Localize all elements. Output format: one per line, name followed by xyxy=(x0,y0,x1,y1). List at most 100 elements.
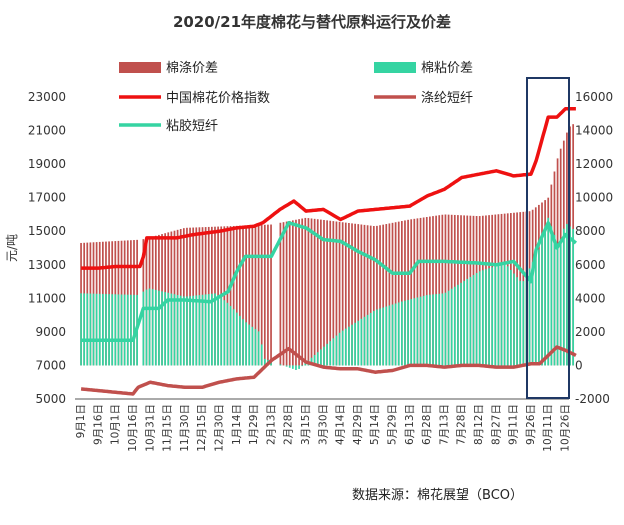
y-left-tick-label: 19000 xyxy=(28,157,66,171)
legend-swatch-cotton-polyester xyxy=(119,62,161,73)
y-right-tick-label: 4000 xyxy=(575,291,606,305)
bar-cotton-polyester xyxy=(242,225,244,366)
bar-cotton-viscose xyxy=(497,265,500,366)
x-tick-label: 5月14日 xyxy=(369,404,381,445)
bar-cotton-viscose xyxy=(257,331,260,366)
bar-cotton-polyester xyxy=(298,219,300,366)
bar-cotton-viscose xyxy=(89,293,92,366)
bar-cotton-viscose xyxy=(304,363,307,366)
x-tick-label: 12月15日 xyxy=(196,404,208,452)
bar-cotton-viscose xyxy=(108,294,110,366)
legend: 棉涤价差 棉粘价差 中国棉花价格指数 涤纶短纤 粘胶短纤 xyxy=(119,61,473,134)
bar-cotton-viscose xyxy=(235,312,238,366)
bar-cotton-polyester xyxy=(279,222,282,366)
bar-cotton-viscose xyxy=(310,357,313,366)
bar-cotton-viscose xyxy=(248,324,251,366)
bar-cotton-viscose xyxy=(450,288,453,366)
bar-cotton-viscose xyxy=(170,293,173,366)
bar-cotton-viscose xyxy=(189,296,191,366)
bar-cotton-polyester xyxy=(235,225,238,366)
bar-cotton-polyester xyxy=(438,215,441,366)
y-right-tick-label: 2000 xyxy=(575,325,606,339)
bar-cotton-polyester xyxy=(341,222,344,366)
bar-cotton-viscose xyxy=(463,280,466,366)
bar-cotton-viscose xyxy=(394,303,397,366)
bar-cotton-viscose xyxy=(123,294,126,366)
bar-cotton-viscose xyxy=(488,268,490,366)
bar-cotton-polyester xyxy=(323,219,325,366)
bar-cotton-viscose xyxy=(320,349,322,366)
bar-cotton-viscose xyxy=(469,276,472,366)
bar-cotton-viscose xyxy=(485,269,487,366)
bar-cotton-viscose xyxy=(397,302,400,366)
bar-cotton-polyester xyxy=(354,223,356,366)
legend-swatch-cotton-viscose xyxy=(374,62,416,73)
bar-cotton-viscose xyxy=(232,309,235,366)
y-axis-title: 元/吨 xyxy=(5,234,19,262)
bar-cotton-viscose xyxy=(348,326,350,366)
bar-cotton-viscose xyxy=(335,335,338,366)
bar-cotton-viscose xyxy=(572,228,575,366)
bar-cotton-viscose xyxy=(323,346,325,366)
bar-cotton-polyester xyxy=(348,223,350,366)
line-polyester xyxy=(80,345,577,396)
bar-cotton-polyester xyxy=(229,226,232,366)
x-tick-label: 10月11日 xyxy=(542,404,554,452)
bar-cotton-polyester xyxy=(360,224,363,366)
bar-cotton-polyester xyxy=(407,219,409,366)
bar-cotton-polyester xyxy=(335,221,338,366)
bar-cotton-polyester xyxy=(267,224,269,366)
bar-cotton-viscose xyxy=(291,365,294,369)
bar-cotton-viscose xyxy=(288,365,291,368)
bar-cotton-polyester xyxy=(320,219,322,366)
y-axis-left: 5000 7000 9000 11000 13000 15000 17000 19000 210… xyxy=(28,90,66,406)
x-tick-label: 4月29日 xyxy=(352,404,364,445)
bar-cotton-viscose xyxy=(329,341,332,366)
x-tick-label: 7月13日 xyxy=(438,404,450,445)
x-tick-label: 8月27日 xyxy=(490,404,502,445)
bar-cotton-viscose xyxy=(528,268,531,366)
bar-cotton-polyester xyxy=(245,225,247,366)
bar-cotton-viscose xyxy=(569,226,571,366)
bar-cotton-polyester xyxy=(372,226,375,366)
bar-cotton-viscose xyxy=(453,286,456,366)
bar-cotton-viscose xyxy=(338,332,341,366)
y-left-tick-label: 7000 xyxy=(35,358,66,372)
line-viscose xyxy=(81,221,578,343)
y-left-tick-label: 13000 xyxy=(28,258,66,272)
y-right-tick-label: 16000 xyxy=(575,90,613,104)
x-tick-label: 9月11日 xyxy=(508,404,520,445)
bar-cotton-polyester xyxy=(447,214,450,366)
line-cotton-index xyxy=(81,106,576,270)
bar-cotton-viscose xyxy=(148,288,151,366)
bar-cotton-polyester xyxy=(257,225,260,366)
bar-cotton-viscose xyxy=(251,326,254,366)
bar-cotton-viscose xyxy=(400,301,403,366)
x-tick-label: 10月31日 xyxy=(144,404,156,452)
bar-cotton-polyester xyxy=(388,223,391,366)
bar-cotton-viscose xyxy=(92,293,95,366)
x-tick-label: 9月16日 xyxy=(92,404,104,445)
bar-cotton-viscose xyxy=(438,293,441,366)
bar-cotton-polyester xyxy=(270,224,272,366)
y-left-tick-label: 5000 xyxy=(35,392,66,406)
x-tick-label: 10月26日 xyxy=(560,404,572,452)
bar-cotton-polyester xyxy=(232,225,235,366)
bar-cotton-viscose xyxy=(332,338,335,366)
bar-cotton-viscose xyxy=(447,290,450,366)
bars-cotton-viscose-spread xyxy=(80,217,575,370)
legend-label-viscose: 粘胶短纤 xyxy=(166,118,218,134)
bar-cotton-viscose xyxy=(444,292,447,366)
bar-cotton-viscose xyxy=(475,273,478,366)
bar-cotton-polyester xyxy=(260,224,263,366)
bar-cotton-viscose xyxy=(404,300,406,366)
x-tick-label: 1月29日 xyxy=(248,404,260,445)
bar-cotton-polyester xyxy=(422,217,425,366)
bar-cotton-polyester xyxy=(404,220,406,366)
bar-cotton-polyester xyxy=(288,220,291,366)
bar-cotton-polyester xyxy=(416,218,419,366)
bar-cotton-viscose xyxy=(391,304,394,366)
bar-cotton-viscose xyxy=(214,293,216,366)
bar-cotton-viscose xyxy=(363,316,366,366)
